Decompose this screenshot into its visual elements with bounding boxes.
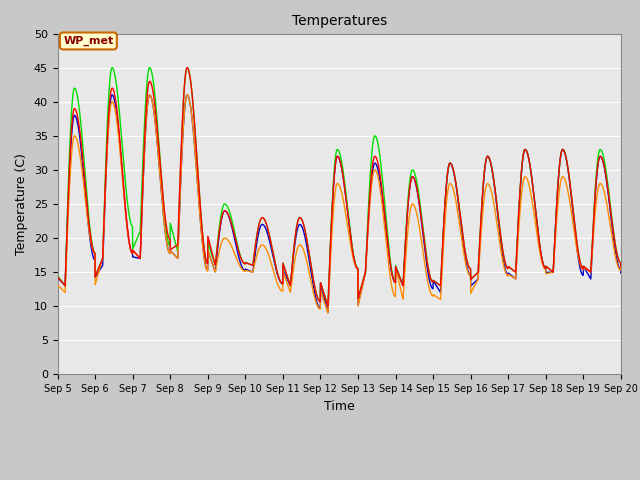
Title: Temperatures: Temperatures xyxy=(292,14,387,28)
Y-axis label: Temperature (C): Temperature (C) xyxy=(15,153,28,255)
Text: WP_met: WP_met xyxy=(63,36,113,46)
X-axis label: Time: Time xyxy=(324,400,355,413)
